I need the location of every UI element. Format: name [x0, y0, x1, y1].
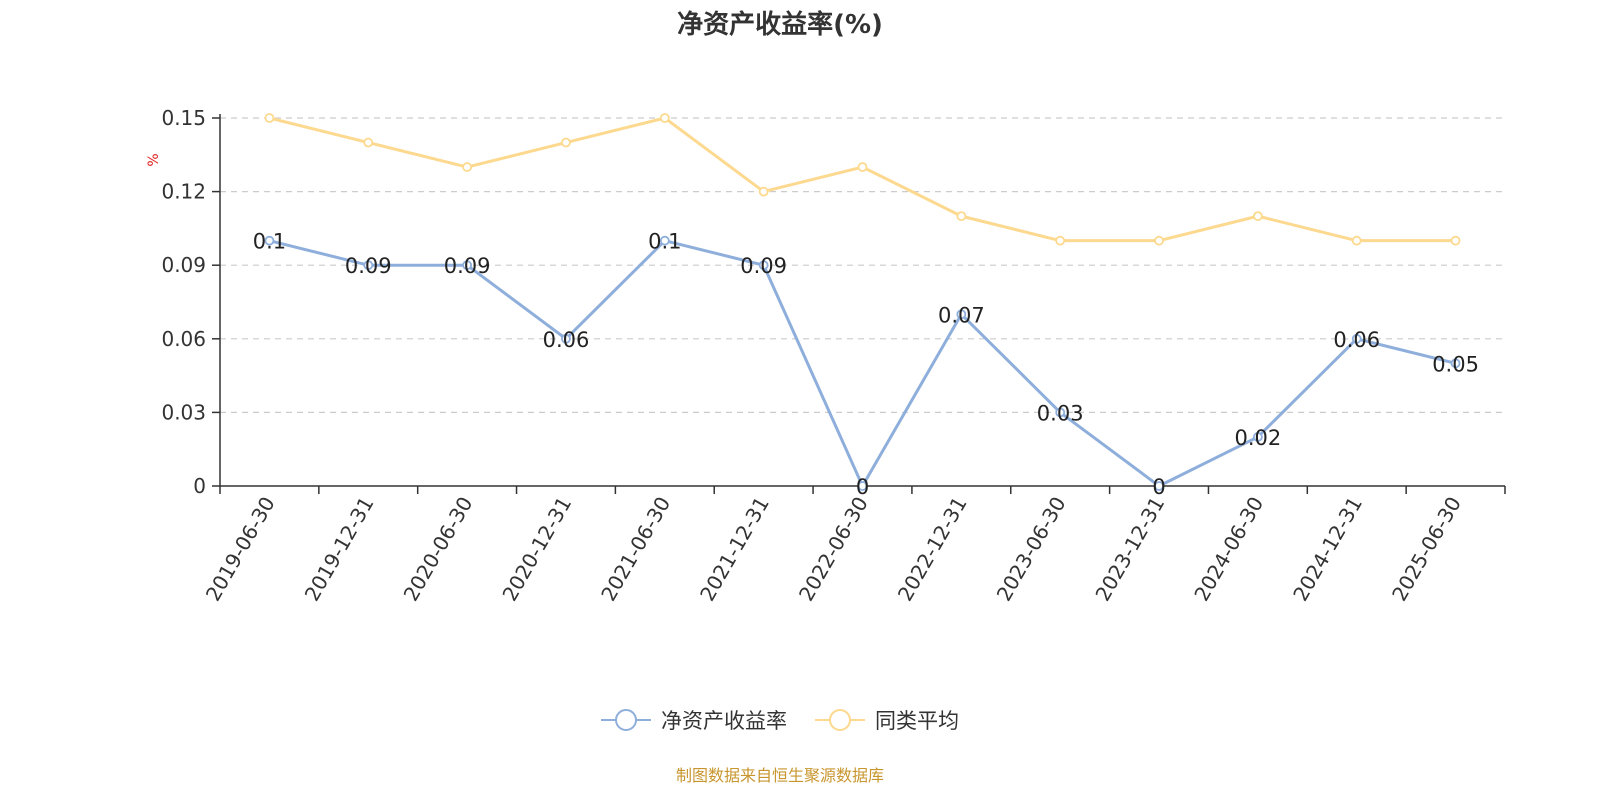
data-point — [1351, 333, 1362, 344]
data-point — [462, 260, 473, 271]
data-point — [659, 235, 670, 246]
legend-item[interactable]: 净资产收益率 — [601, 705, 787, 735]
data-point — [857, 481, 868, 491]
data-point — [1450, 358, 1461, 369]
y-tick-label: 0.09 — [161, 253, 206, 277]
legend-line-circle-icon — [815, 709, 865, 731]
data-label: 0.03 — [1037, 401, 1084, 425]
data-point — [462, 162, 473, 172]
x-tick-label: 2020-06-30 — [399, 492, 478, 605]
data-point — [561, 137, 571, 148]
data-label: 0.06 — [543, 328, 590, 352]
x-tick-label: 2024-06-30 — [1189, 493, 1268, 606]
data-point — [363, 137, 374, 148]
x-tick-label: 2022-12-31 — [893, 493, 972, 606]
data-point — [758, 186, 769, 197]
data-label: 0.05 — [1432, 352, 1479, 376]
x-tick-label: 2021-06-30 — [596, 493, 675, 606]
x-tick-label: 2024-12-31 — [1288, 493, 1367, 606]
y-tick-label: 0 — [193, 474, 206, 498]
data-point — [1450, 235, 1461, 246]
line-chart: 0 0.03 0.06 0.09 0.12 0.15 2019-06-30 2019-12-3… — [146, 106, 1506, 606]
data-point — [1252, 432, 1263, 442]
x-tick-label: 2019-06-30 — [201, 493, 280, 606]
x-tick-label: 2023-06-30 — [992, 493, 1071, 606]
data-label: 0.06 — [1333, 328, 1380, 352]
y-tick-label: 0.06 — [161, 327, 206, 351]
data-label: 0 — [856, 475, 869, 499]
data-point — [659, 113, 670, 123]
data-point — [956, 211, 967, 222]
x-tick-label: 2025-06-30 — [1387, 493, 1466, 606]
data-point — [561, 333, 571, 344]
data-point — [758, 260, 769, 271]
source-note: 制图数据来自恒生聚源数据库 — [675, 766, 884, 785]
legend-line-circle-icon — [601, 709, 651, 731]
data-point — [1154, 481, 1164, 491]
legend-label: 净资产收益率 — [661, 709, 787, 733]
data-label: 0.1 — [253, 230, 286, 254]
legend: 净资产收益率 同类平均 — [0, 705, 1560, 735]
data-point — [857, 162, 868, 172]
data-label: 0 — [1152, 475, 1165, 499]
data-point — [264, 113, 275, 123]
data-point — [1055, 407, 1066, 418]
y-tick-label: 0.12 — [161, 180, 206, 204]
x-tick-label: 2021-12-31 — [695, 493, 774, 606]
x-tick-label: 2023-12-31 — [1090, 493, 1169, 606]
x-tick-label: 2022-06-30 — [794, 493, 873, 606]
data-point — [264, 235, 275, 246]
x-tick-label: 2019-12-31 — [300, 493, 379, 606]
data-point — [363, 260, 374, 271]
y-axis-unit-label: % — [146, 153, 162, 166]
data-point — [1154, 235, 1164, 246]
legend-label: 同类平均 — [875, 709, 959, 733]
data-label: 0.09 — [740, 254, 787, 278]
data-label: 0.1 — [648, 230, 681, 254]
data-point — [956, 309, 967, 320]
data-label: 0.09 — [444, 254, 491, 278]
data-label: 0.09 — [345, 254, 392, 278]
data-point — [1055, 235, 1066, 246]
data-point — [1252, 211, 1263, 222]
y-tick-label: 0.15 — [161, 106, 206, 130]
series-line — [269, 116, 1456, 243]
y-tick-label: 0.03 — [161, 400, 206, 424]
data-point — [1351, 235, 1362, 246]
chart-title: 净资产收益率(%) — [677, 10, 883, 40]
data-label: 0.02 — [1235, 426, 1282, 450]
legend-item[interactable]: 同类平均 — [815, 705, 959, 735]
data-label: 0.07 — [938, 303, 985, 327]
x-tick-label: 2020-12-31 — [497, 493, 576, 606]
